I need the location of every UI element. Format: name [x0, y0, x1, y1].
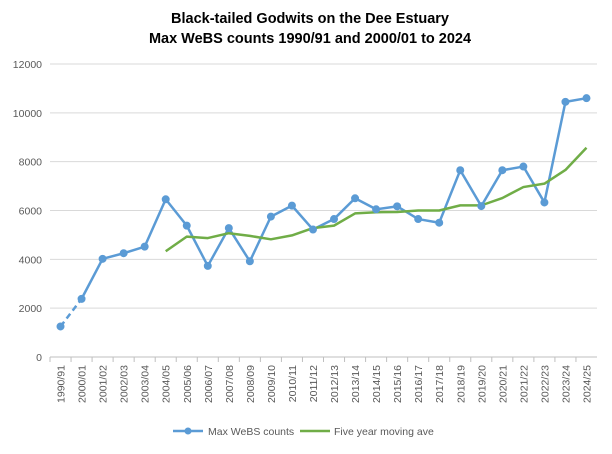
x-tick-label: 2020/21 — [497, 365, 509, 403]
data-point-max-webs-counts — [224, 224, 233, 233]
data-point-max-webs-counts — [161, 195, 170, 204]
y-tick-label: 8000 — [19, 157, 43, 169]
x-tick-label: 2010/11 — [287, 365, 299, 402]
series-markers — [56, 94, 591, 331]
x-tick-label: 2011/12 — [308, 365, 320, 402]
x-tick-label: 2022/23 — [539, 365, 551, 403]
data-point-max-webs-counts — [351, 194, 360, 203]
data-point-max-webs-counts — [119, 249, 128, 258]
y-tick-label: 0 — [36, 352, 42, 364]
data-point-max-webs-counts — [456, 166, 465, 175]
x-tick-label: 2000/01 — [77, 365, 89, 403]
data-point-max-webs-counts — [98, 254, 107, 263]
data-point-max-webs-counts — [519, 162, 528, 171]
x-tick-label: 2021/22 — [518, 365, 530, 403]
data-point-max-webs-counts — [477, 202, 486, 211]
data-point-max-webs-counts — [182, 221, 191, 230]
x-tick-label: 2007/08 — [224, 365, 236, 403]
x-tick-label: 1990/91 — [56, 365, 68, 403]
chart-title-line-1: Black-tailed Godwits on the Dee Estuary — [171, 11, 449, 27]
x-tick-label: 2016/17 — [413, 365, 425, 403]
x-tick-label: 2019/20 — [476, 365, 488, 403]
x-tick-label: 2009/10 — [266, 365, 278, 403]
x-tick-label: 2012/13 — [329, 365, 341, 403]
x-tick-label: 2017/18 — [434, 365, 446, 403]
data-point-max-webs-counts — [287, 201, 296, 210]
x-axis-tick-labels: 1990/91 2000/01 2001/02 2002/03 2003/04 2004/… — [49, 357, 593, 403]
series-lines — [59, 96, 588, 328]
data-point-max-webs-counts — [140, 242, 149, 251]
data-point-max-webs-counts — [414, 215, 423, 224]
x-tick-label: 2002/03 — [119, 365, 131, 403]
data-point-max-webs-counts — [372, 205, 381, 214]
legend-marker-max-webs-counts — [184, 427, 192, 435]
data-point-max-webs-counts — [498, 166, 507, 175]
data-point-max-webs-counts — [330, 215, 339, 224]
y-tick-label: 6000 — [19, 206, 43, 218]
x-tick-label: 2005/06 — [182, 365, 194, 403]
x-tick-label: 2018/19 — [455, 365, 467, 403]
series-line-segment-max-webs-counts-dashed — [59, 298, 83, 328]
data-point-max-webs-counts — [561, 97, 570, 106]
y-tick-label: 4000 — [19, 254, 43, 266]
legend: Max WeBS counts Five year moving ave — [173, 426, 434, 438]
series-line-max-webs-counts — [80, 96, 587, 300]
chart-title-line-2: Max WeBS counts 1990/91 and 2000/01 to 2… — [149, 31, 471, 47]
data-point-max-webs-counts — [203, 261, 212, 270]
x-tick-label: 2014/15 — [371, 365, 383, 403]
legend-label-five-year-moving-ave: Five year moving ave — [334, 426, 434, 438]
data-point-max-webs-counts — [582, 94, 591, 103]
x-tick-label: 2006/07 — [203, 365, 215, 403]
x-tick-label: 2001/02 — [98, 365, 110, 403]
x-tick-label: 2015/16 — [392, 365, 404, 403]
y-tick-label: 10000 — [13, 108, 42, 120]
y-tick-label: 12000 — [13, 59, 42, 71]
gridlines — [50, 63, 597, 358]
x-tick-label: 2013/14 — [350, 365, 362, 403]
y-axis-tick-labels: 0 2000 4000 6000 8000 10000 12000 — [13, 59, 42, 364]
x-tick-label: 2023/24 — [560, 365, 572, 403]
data-point-max-webs-counts — [393, 202, 402, 211]
data-point-max-webs-counts — [245, 257, 254, 266]
data-point-max-webs-counts — [540, 198, 549, 207]
x-tick-label: 2004/05 — [161, 365, 173, 403]
data-point-max-webs-counts — [77, 294, 86, 303]
y-tick-label: 2000 — [19, 303, 43, 315]
data-point-max-webs-counts — [56, 322, 65, 331]
legend-label-max-webs-counts: Max WeBS counts — [208, 426, 294, 438]
x-tick-label: 2024/25 — [581, 365, 593, 403]
data-point-max-webs-counts — [308, 225, 317, 234]
data-point-max-webs-counts — [266, 212, 275, 221]
data-point-max-webs-counts — [435, 218, 444, 227]
x-tick-label: 2008/09 — [245, 365, 257, 403]
x-tick-label: 2003/04 — [140, 365, 152, 403]
